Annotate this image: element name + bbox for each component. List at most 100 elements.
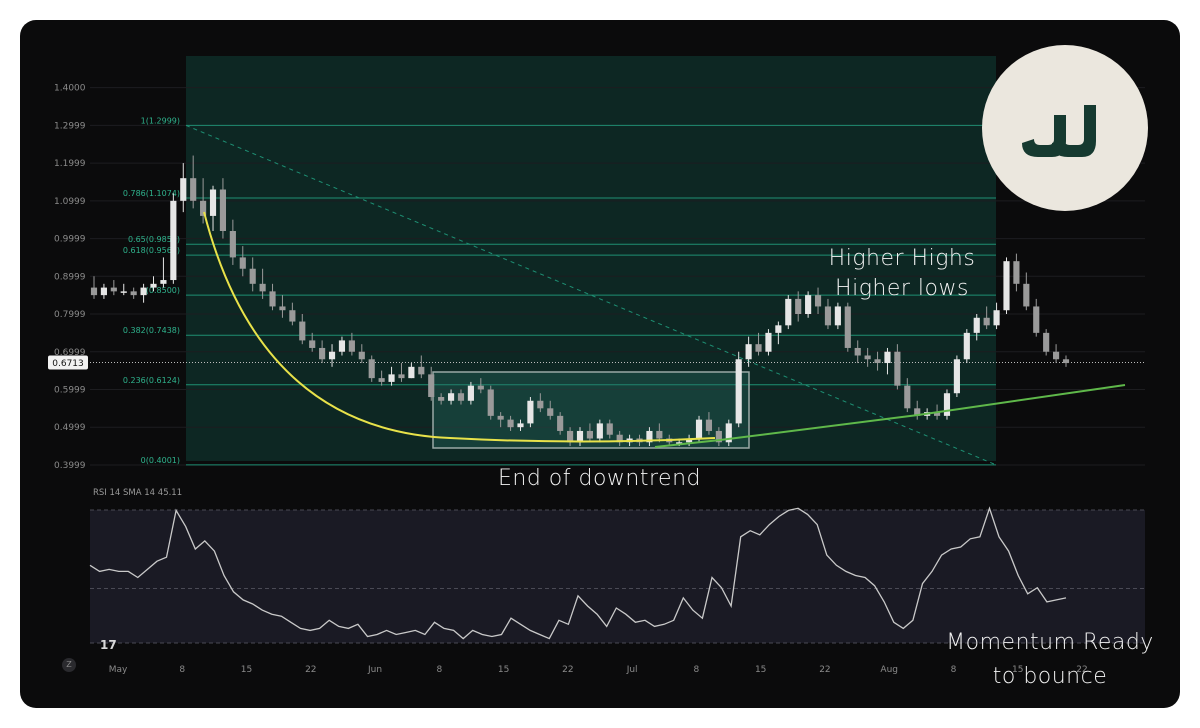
candle-body <box>745 344 752 360</box>
tradingview-icon: 17 <box>100 638 117 652</box>
candle-body <box>457 393 465 401</box>
time-axis-label: 22 <box>1076 665 1087 675</box>
candle-body <box>616 434 623 443</box>
candle-body <box>904 385 911 409</box>
candle-body <box>477 385 484 390</box>
candle-body <box>507 419 514 428</box>
current-price-badge <box>48 355 88 370</box>
candle-body <box>586 430 593 439</box>
candle-body <box>447 393 455 401</box>
candle-body <box>1013 261 1020 284</box>
candle-body <box>943 393 951 416</box>
candle-body <box>90 287 98 296</box>
candle-body <box>259 283 266 292</box>
candle-body <box>378 378 385 382</box>
fib-label: 0.618(0.9562) <box>123 246 180 255</box>
price-tick-label: 0.9999 <box>54 235 86 245</box>
candle-body <box>695 419 703 439</box>
candle-body <box>150 283 157 288</box>
candle-body <box>785 298 792 326</box>
candle-body <box>973 317 980 333</box>
candle-body <box>914 408 921 416</box>
candle-body <box>358 351 365 360</box>
candle-body <box>269 291 276 307</box>
candle-body <box>547 408 554 416</box>
candle-body <box>576 430 584 443</box>
annotation-higher-lows: Higher lows <box>835 276 969 301</box>
candle-body <box>239 257 246 269</box>
candle-body <box>1062 359 1070 364</box>
candle-body <box>854 347 861 356</box>
candle-body <box>537 400 544 409</box>
candle-body <box>1053 351 1060 360</box>
candle-body <box>497 415 504 420</box>
price-tick-label: 1.4000 <box>54 84 86 94</box>
candle-body <box>557 415 564 431</box>
candle-body <box>120 291 127 293</box>
candle-body <box>824 306 832 326</box>
candle-body <box>864 355 871 360</box>
candle-body <box>299 321 306 341</box>
candle-body <box>130 291 137 296</box>
candle-body <box>110 287 117 292</box>
candle-body <box>983 317 990 326</box>
rsi-band <box>90 510 1145 643</box>
fib-label: (0.8500) <box>146 286 180 295</box>
candle-body <box>279 306 286 311</box>
candle-body <box>348 340 355 352</box>
time-axis-label: 8 <box>694 665 700 675</box>
price-tick-label: 0.8999 <box>54 272 86 282</box>
candle-body <box>715 430 722 443</box>
candle-body <box>805 295 812 314</box>
candle-body <box>249 268 256 284</box>
time-axis-label: 8 <box>179 665 185 675</box>
candle-body <box>884 351 891 364</box>
price-tick-label: 0.3999 <box>54 461 86 471</box>
time-axis-label: 15 <box>1012 665 1023 675</box>
candle-body <box>170 200 177 281</box>
candle-body <box>418 366 425 375</box>
candle-body <box>735 359 742 424</box>
candle-body <box>289 310 296 322</box>
candle-body <box>844 306 851 348</box>
fib-label: 0.786(1.1074) <box>123 189 180 198</box>
candle-body <box>933 412 941 416</box>
brand-logo <box>982 45 1148 211</box>
candle-body <box>795 298 802 314</box>
price-chart: 1.4000 1.2999 1.1999 1.0999 0.9999 0.8999 0.79… <box>48 56 1145 675</box>
candle-body <box>656 430 663 439</box>
candle-body <box>398 374 405 379</box>
candle-body <box>775 325 782 333</box>
fib-label: 0.382(0.7438) <box>123 326 180 335</box>
candle-body <box>219 189 227 231</box>
candle-body <box>567 430 574 443</box>
candle-body <box>190 178 197 201</box>
candle-body <box>368 359 375 379</box>
candle-body <box>1003 261 1010 311</box>
fib-zone <box>186 56 996 461</box>
time-axis-label: 22 <box>562 665 573 675</box>
candle-body <box>319 347 326 360</box>
time-axis-label: 15 <box>755 665 766 675</box>
candle-body <box>705 419 713 431</box>
candle-body <box>1033 306 1040 333</box>
downtrend-curve <box>203 211 716 443</box>
candle-body <box>200 200 207 216</box>
time-axis-label: 8 <box>436 665 442 675</box>
time-axis-label: 15 <box>241 665 252 675</box>
fib-label: 1(1.2999) <box>141 116 180 125</box>
time-axis-label: 22 <box>305 665 316 675</box>
candle-body <box>438 397 445 401</box>
current-price-label: 0.6713 <box>52 359 84 369</box>
candle-body <box>755 344 762 352</box>
candle-body <box>596 423 603 439</box>
candle-body <box>209 189 217 216</box>
rsi-line <box>89 506 1067 640</box>
chart-frame: 1.4000 1.2999 1.1999 1.0999 0.9999 0.8999 0.79… <box>20 20 1180 708</box>
candle-body <box>834 306 841 326</box>
candle-body <box>527 400 534 424</box>
candle-body <box>160 280 167 284</box>
candle-body <box>229 231 236 258</box>
price-tick-label: 0.4999 <box>54 423 86 433</box>
annotation-higher-highs: Higher Highs <box>828 246 976 271</box>
